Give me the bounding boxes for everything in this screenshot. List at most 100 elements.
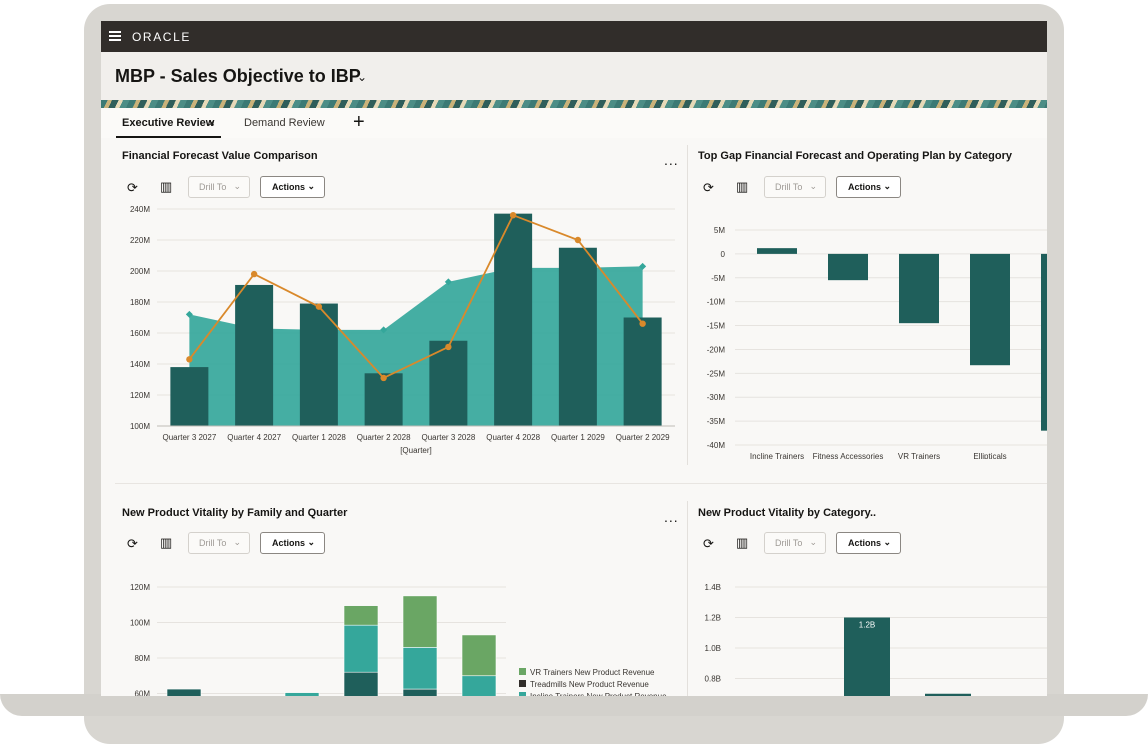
tab-demand-review[interactable]: Demand Review xyxy=(244,117,325,129)
legend-swatch xyxy=(519,692,526,696)
y-tick-label: 220M xyxy=(130,236,150,245)
refresh-icon[interactable]: ⟳ xyxy=(703,180,714,195)
actions-button[interactable]: Actions ⌄ xyxy=(836,176,901,198)
close-icon[interactable]: × xyxy=(208,116,216,130)
data-view-icon[interactable]: ▥ xyxy=(736,179,749,194)
oracle-logo: ORACLE xyxy=(132,30,191,44)
refresh-icon[interactable]: ⟳ xyxy=(703,536,714,551)
x-tick-label: Ellipticals xyxy=(973,452,1006,459)
refresh-icon[interactable]: ⟳ xyxy=(127,536,138,551)
financial-forecast-point xyxy=(380,374,387,382)
row-divider xyxy=(115,483,1047,484)
y-tick-label: 80M xyxy=(134,654,150,663)
financial-forecast-chart: 100M 120M 140M 160M 180M 200M 220M 240M Quarter … xyxy=(130,205,675,455)
legend-swatch xyxy=(519,680,526,687)
data-view-icon[interactable]: ▥ xyxy=(736,535,749,550)
operating-plan-bar xyxy=(235,284,274,426)
x-tick-label: Incline Trainers xyxy=(750,452,804,459)
stacked-bar-segment xyxy=(461,634,497,677)
x-tick-label: Quarter 4 2028 xyxy=(486,433,540,442)
financial-forecast-point xyxy=(639,320,646,327)
chevron-down-icon: ⌄ xyxy=(233,537,241,547)
add-tab-icon[interactable]: + xyxy=(353,111,365,133)
device-frame: ORACLE MBP - Sales Objective to IBP ⌄ Ex… xyxy=(0,4,1148,744)
data-view-icon[interactable]: ▥ xyxy=(160,535,173,550)
y-tick-label: -10M xyxy=(707,298,726,307)
financial-forecast-point xyxy=(445,343,452,351)
panel-title-new-product-vitality-family: New Product Vitality by Family and Quart… xyxy=(122,507,348,519)
legend-label: Treadmills New Product Revenue xyxy=(530,680,649,689)
category-bar xyxy=(844,617,890,696)
drill-to-label: Drill To xyxy=(199,538,227,548)
gap-bar xyxy=(899,253,939,324)
operating-plan-bar xyxy=(558,247,597,426)
gap-bar xyxy=(757,248,797,254)
actions-button[interactable]: Actions ⌄ xyxy=(260,532,325,554)
operating-plan-bar xyxy=(494,213,533,426)
y-tick-label: 0.8B xyxy=(705,675,721,684)
financial-forecast-point xyxy=(574,236,582,244)
y-tick-label: -5M xyxy=(711,274,725,283)
legend-swatch xyxy=(519,668,526,675)
data-view-icon[interactable]: ▥ xyxy=(160,179,173,194)
stacked-bar-segment xyxy=(402,595,438,648)
y-tick-label: -15M xyxy=(707,322,726,331)
actions-label: Actions xyxy=(848,182,882,192)
chevron-down-icon[interactable]: ⌄ xyxy=(357,70,368,84)
y-tick-label: 120M xyxy=(130,583,150,592)
x-tick-label: Quarter 2 2029 xyxy=(616,433,670,442)
drill-to-label: Drill To xyxy=(775,182,803,192)
actions-label: Actions xyxy=(272,182,306,192)
financial-forecast-point xyxy=(186,356,193,363)
actions-button[interactable]: Actions ⌄ xyxy=(836,532,901,554)
legend-label: VR Trainers New Product Revenue xyxy=(530,668,655,677)
stacked-bar-segment xyxy=(402,647,438,690)
y-tick-label: 200M xyxy=(130,267,150,276)
actions-label: Actions xyxy=(272,538,306,548)
x-tick-label: Quarter 4 2027 xyxy=(227,433,281,442)
tab-bar: Executive Review × Demand Review + xyxy=(101,108,1047,138)
x-tick-label: Quarter 3 2028 xyxy=(421,433,475,442)
y-tick-label: 0 xyxy=(721,250,726,259)
data-label: 1.2B xyxy=(859,621,875,630)
y-tick-label: -20M xyxy=(707,345,726,354)
tab-executive-review[interactable]: Executive Review xyxy=(122,117,215,129)
refresh-icon[interactable]: ⟳ xyxy=(127,180,138,195)
y-tick-label: 1.4B xyxy=(705,583,721,592)
budget-value-point xyxy=(444,278,452,286)
actions-button[interactable]: Actions ⌄ xyxy=(260,176,325,198)
operating-plan-bar xyxy=(299,303,338,426)
hamburger-icon[interactable] xyxy=(109,31,121,41)
drill-to-select[interactable]: Drill To ⌄ xyxy=(764,176,826,198)
panel-divider xyxy=(687,145,688,465)
drill-to-select[interactable]: Drill To ⌄ xyxy=(188,532,250,554)
x-tick-label: Quarter 1 2028 xyxy=(292,433,346,442)
drill-to-label: Drill To xyxy=(199,182,227,192)
x-tick-label: Quarter 2 2028 xyxy=(357,433,411,442)
panel-title-top-gap: Top Gap Financial Forecast and Operating… xyxy=(698,150,1012,162)
financial-forecast-point xyxy=(315,303,323,310)
x-tick-label: VR Trainers xyxy=(898,452,940,459)
panel-title-financial-forecast: Financial Forecast Value Comparison xyxy=(122,150,318,162)
stacked-bar-segment xyxy=(343,624,379,673)
y-tick-label: 100M xyxy=(130,619,150,628)
decorative-banner xyxy=(101,100,1047,108)
chevron-down-icon: ⌄ xyxy=(883,181,891,191)
more-options-icon[interactable]: ... xyxy=(664,509,679,525)
operating-plan-bar xyxy=(364,373,403,426)
drill-to-select[interactable]: Drill To ⌄ xyxy=(188,176,250,198)
drill-to-select[interactable]: Drill To ⌄ xyxy=(764,532,826,554)
device-base-shadow xyxy=(0,694,1148,716)
y-tick-label: -30M xyxy=(707,393,726,402)
more-options-icon[interactable]: ... xyxy=(664,152,679,168)
new-product-vitality-category-chart: 0.6B0.8B1.0B1.2B1.4B1.2B0.7B xyxy=(705,583,1047,696)
panel-divider xyxy=(687,501,688,696)
y-tick-label: -25M xyxy=(707,369,726,378)
actions-label: Actions xyxy=(848,538,882,548)
budget-value-point xyxy=(185,310,193,318)
stacked-bar-segment xyxy=(284,692,320,696)
y-tick-label: 100M xyxy=(130,422,150,431)
stacked-bar-segment xyxy=(343,605,379,626)
y-tick-label: 60M xyxy=(134,690,150,697)
chevron-down-icon: ⌄ xyxy=(883,537,891,547)
